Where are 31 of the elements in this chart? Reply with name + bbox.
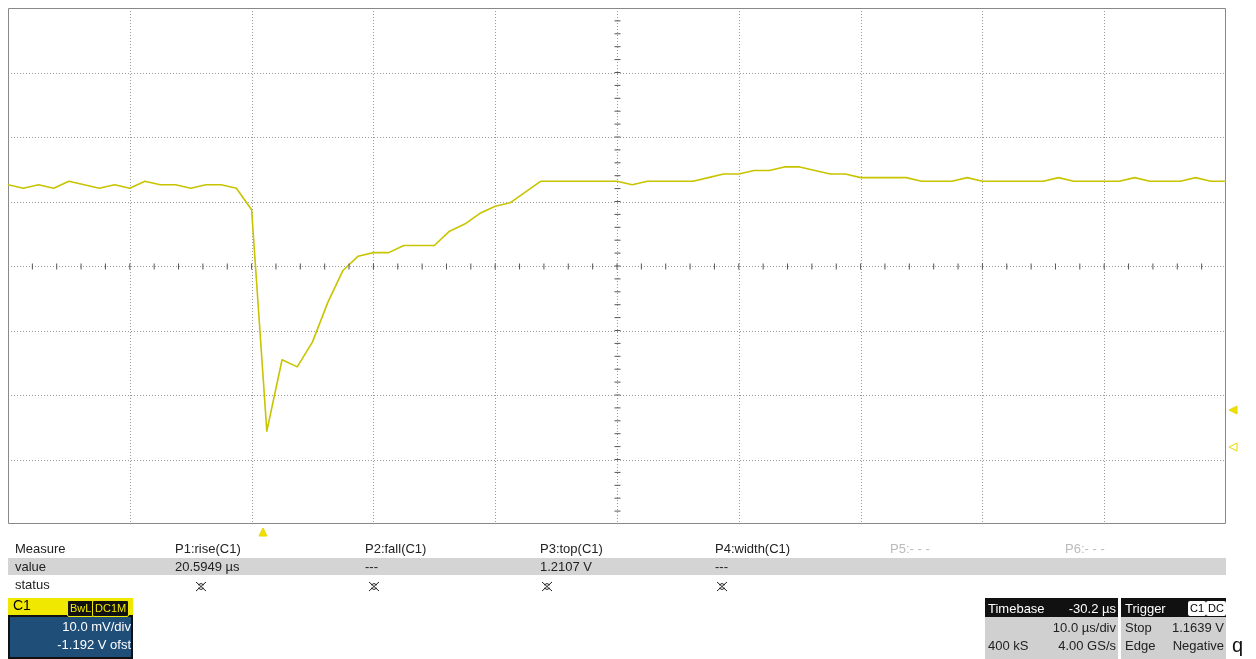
text: 400 kS bbox=[988, 638, 1029, 653]
text: P1:rise(C1) bbox=[175, 541, 241, 556]
text: --- bbox=[715, 559, 728, 574]
text: value bbox=[15, 559, 47, 574]
text: 1.2107 V bbox=[540, 559, 593, 574]
text: Stop bbox=[1125, 620, 1152, 635]
text: Trigger bbox=[1125, 601, 1166, 616]
text: C1 bbox=[13, 597, 31, 613]
text: -30.2 µs bbox=[1068, 601, 1116, 616]
text: P3:top(C1) bbox=[540, 541, 603, 556]
text: DC1M bbox=[92, 600, 130, 617]
text: 10.0 mV/div bbox=[62, 619, 131, 634]
text: q bbox=[1232, 634, 1244, 656]
text: status bbox=[15, 577, 50, 592]
text: Timebase bbox=[988, 601, 1045, 616]
text: C1 bbox=[1188, 601, 1207, 616]
text: Edge bbox=[1125, 638, 1156, 653]
text: DC bbox=[1206, 601, 1226, 616]
text: BwL bbox=[67, 600, 95, 617]
text: --- bbox=[365, 559, 378, 574]
text: P6:- - - bbox=[1065, 541, 1105, 556]
text: 4.00 GS/s bbox=[1058, 638, 1116, 653]
text: 20.5949 µs bbox=[175, 559, 240, 574]
text: Measure bbox=[15, 541, 66, 556]
text: 10.0 µs/div bbox=[1052, 620, 1116, 635]
text: P4:width(C1) bbox=[715, 541, 791, 556]
text: P5:- - - bbox=[890, 541, 930, 556]
text: 1.1639 V bbox=[1171, 620, 1224, 635]
text: P2:fall(C1) bbox=[365, 541, 427, 556]
text: -1.192 V ofst bbox=[57, 637, 131, 652]
text: Negative bbox=[1172, 638, 1224, 653]
